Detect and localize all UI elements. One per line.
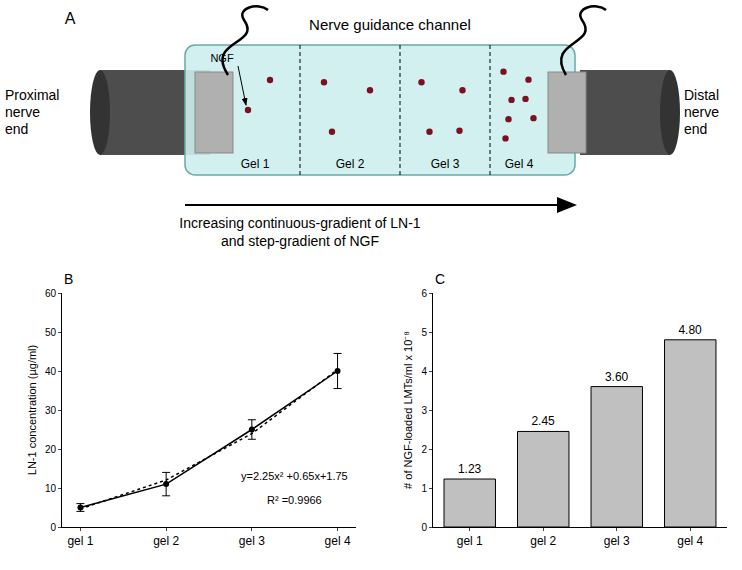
svg-text:nerve: nerve [684, 104, 719, 120]
svg-text:3: 3 [421, 405, 427, 416]
svg-text:Proximal: Proximal [5, 87, 59, 103]
svg-text:B: B [64, 271, 73, 287]
svg-text:5: 5 [421, 327, 427, 338]
svg-text:2.45: 2.45 [531, 414, 555, 428]
svg-text:gel 1: gel 1 [67, 534, 93, 548]
svg-text:6: 6 [421, 288, 427, 299]
svg-text:nerve: nerve [5, 104, 40, 120]
svg-text:1.23: 1.23 [458, 462, 482, 476]
svg-text:gel 2: gel 2 [530, 534, 556, 548]
svg-text:0: 0 [421, 522, 427, 533]
svg-text:20: 20 [45, 444, 57, 455]
svg-text:1: 1 [421, 483, 427, 494]
svg-text:gel 4: gel 4 [677, 534, 703, 548]
svg-text:end: end [5, 121, 28, 137]
svg-text:4.80: 4.80 [678, 323, 702, 337]
svg-text:Nerve guidance channel: Nerve guidance channel [309, 16, 471, 33]
svg-text:NGF: NGF [210, 52, 234, 64]
svg-text:Gel 1: Gel 1 [241, 157, 270, 171]
svg-text:0: 0 [50, 522, 56, 533]
svg-text:gel 3: gel 3 [604, 534, 630, 548]
svg-text:gel 1: gel 1 [457, 534, 483, 548]
svg-text:LN-1 concentration (µg/ml): LN-1 concentration (µg/ml) [26, 345, 38, 475]
svg-text:R² =0.9966: R² =0.9966 [267, 494, 322, 506]
svg-text:gel 3: gel 3 [239, 534, 265, 548]
svg-text:60: 60 [45, 288, 57, 299]
svg-text:C: C [435, 271, 445, 287]
svg-text:50: 50 [45, 327, 57, 338]
svg-text:10: 10 [45, 483, 57, 494]
svg-text:# of NGF-loaded LMTs/ml x 10⁻⁸: # of NGF-loaded LMTs/ml x 10⁻⁸ [402, 331, 414, 489]
svg-text:40: 40 [45, 366, 57, 377]
svg-text:4: 4 [421, 366, 427, 377]
svg-text:3.60: 3.60 [605, 370, 629, 384]
svg-text:and step-gradient of NGF: and step-gradient of NGF [221, 233, 379, 249]
svg-text:Gel 4: Gel 4 [505, 157, 534, 171]
svg-text:gel 4: gel 4 [325, 534, 351, 548]
svg-text:30: 30 [45, 405, 57, 416]
svg-text:gel 2: gel 2 [153, 534, 179, 548]
svg-text:end: end [684, 121, 707, 137]
svg-text:Increasing continuous-gradient: Increasing continuous-gradient of LN-1 [179, 215, 420, 231]
svg-text:y=2.25x² +0.65x+1.75: y=2.25x² +0.65x+1.75 [241, 470, 348, 482]
svg-text:Gel 2: Gel 2 [336, 157, 365, 171]
svg-text:2: 2 [421, 444, 427, 455]
svg-text:Distal: Distal [684, 87, 719, 103]
svg-text:Gel 3: Gel 3 [431, 157, 460, 171]
svg-text:A: A [65, 10, 76, 27]
